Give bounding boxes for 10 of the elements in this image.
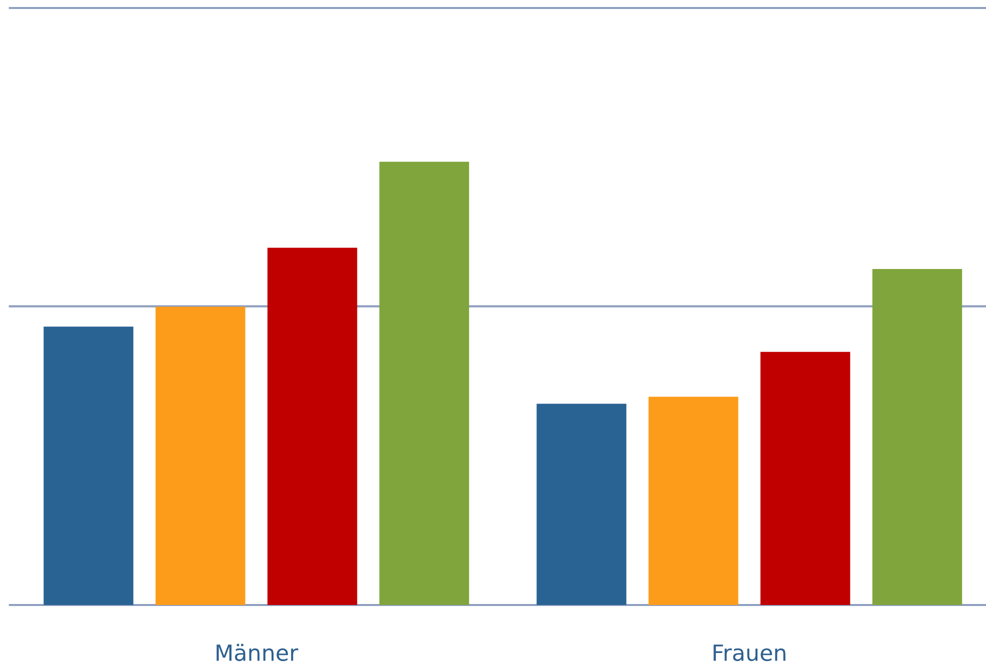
bar: [536, 404, 626, 605]
bar: [872, 269, 962, 605]
bar: [648, 396, 738, 605]
bar: [760, 352, 850, 605]
bar: [267, 248, 358, 605]
bar: [44, 326, 134, 605]
bar: [156, 306, 246, 605]
x-tick-label: Männer: [216, 644, 298, 662]
x-tick-label: Frauen: [714, 644, 786, 662]
bar: [379, 162, 470, 605]
